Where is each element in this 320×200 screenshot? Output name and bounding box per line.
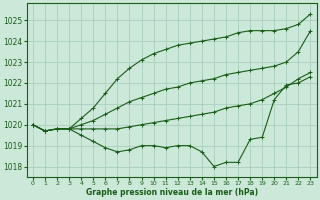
X-axis label: Graphe pression niveau de la mer (hPa): Graphe pression niveau de la mer (hPa) [86,188,258,197]
